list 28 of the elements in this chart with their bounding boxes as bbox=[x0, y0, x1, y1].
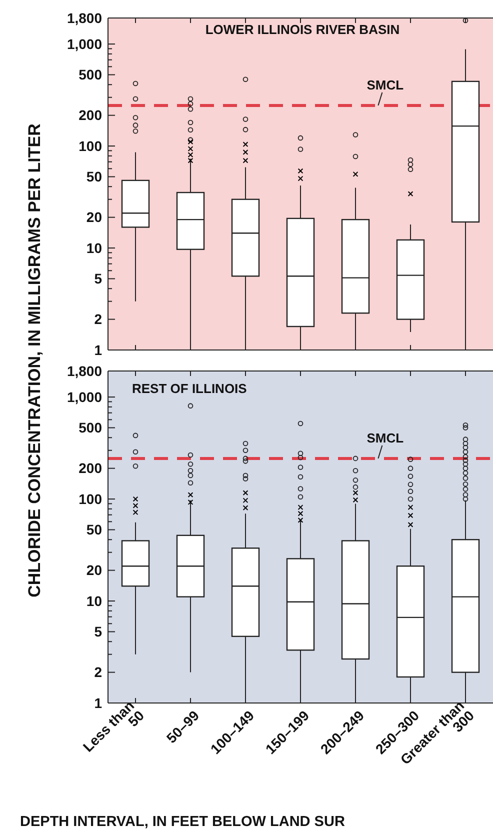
y-tick-label: 500 bbox=[78, 420, 102, 436]
ref-line-label: SMCL bbox=[366, 77, 404, 92]
y-tick-label: 50 bbox=[86, 522, 102, 538]
y-tick-label: 10 bbox=[86, 592, 102, 609]
y-tick-label: 5 bbox=[94, 270, 102, 287]
y-tick-label: 2 bbox=[94, 664, 102, 680]
y-tick-label: 200 bbox=[78, 107, 102, 124]
y-tick-label: 500 bbox=[78, 66, 102, 83]
chart-title: LOWER ILLINOIS RIVER BASIN bbox=[205, 22, 400, 37]
y-tick-label: 200 bbox=[78, 460, 102, 476]
y-tick-label: 20 bbox=[86, 562, 102, 578]
text: REST OF ILLINOIS bbox=[132, 381, 248, 396]
y-tick-label: 5 bbox=[94, 624, 102, 640]
y-axis-title: CHLORIDE CONCENTRATION, IN MILLIGRAMS PER LITER bbox=[25, 124, 44, 598]
y-tick-label: 50 bbox=[86, 168, 102, 185]
y-tick-label: 1,000 bbox=[66, 388, 102, 405]
y-tick-label: 1 bbox=[94, 694, 102, 711]
y-tick-label: 100 bbox=[78, 138, 102, 154]
y-tick-label: 2 bbox=[94, 311, 102, 328]
y-tick-label: 100 bbox=[78, 490, 102, 507]
y-tick-label: 1,000 bbox=[66, 36, 102, 52]
y-tick-label: 1 bbox=[94, 342, 102, 358]
y-tick-label: 10 bbox=[86, 240, 102, 256]
ref-line-label: SMCL bbox=[366, 430, 404, 446]
y-tick-label: 1,800 bbox=[66, 10, 102, 26]
y-tick-label: 1,800 bbox=[66, 362, 102, 379]
x-axis-title: DEPTH INTERVAL, IN FEET BELOW LAND SUR bbox=[20, 814, 346, 830]
y-tick-label: 20 bbox=[86, 209, 102, 226]
